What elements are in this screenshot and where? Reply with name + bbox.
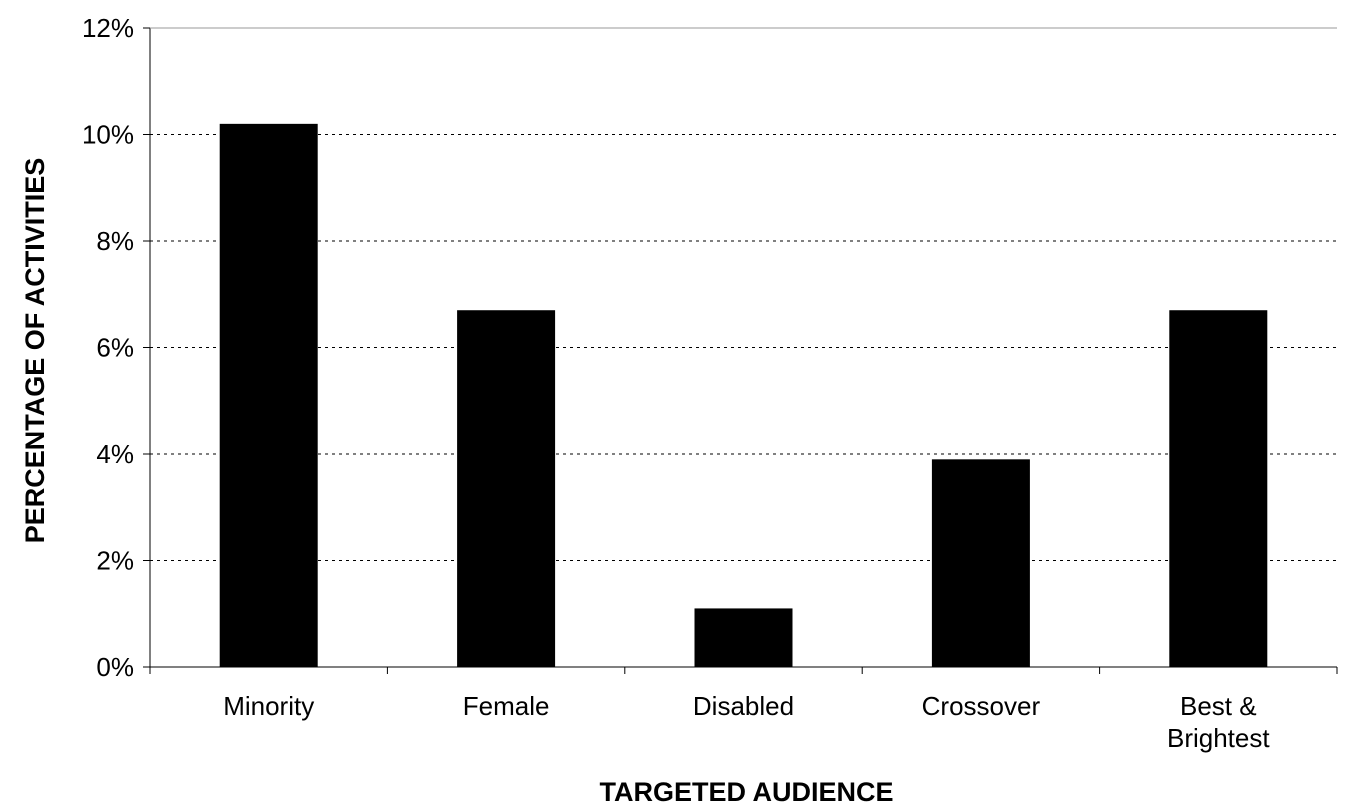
gridlines xyxy=(150,134,1337,561)
y-tick-label: 4% xyxy=(96,439,134,469)
y-axis-title: PERCENTAGE OF ACTIVITIES xyxy=(20,158,50,544)
x-tick-label: Minority xyxy=(223,691,314,721)
x-tick-label: Female xyxy=(463,691,550,721)
bar-crossover xyxy=(931,459,1030,667)
y-tick-label: 12% xyxy=(82,13,134,43)
y-tick-label: 0% xyxy=(96,652,134,682)
bar-best-brightest xyxy=(1169,310,1268,667)
x-axis-title: TARGETED AUDIENCE xyxy=(599,777,893,807)
y-tick-label: 6% xyxy=(96,333,134,363)
x-axis-ticks: Minority Female Disabled Crossover Best & Bri… xyxy=(149,667,1338,753)
bar-female xyxy=(457,310,556,667)
y-tick-label: 2% xyxy=(96,546,134,576)
y-axis-ticks: 0% 2% 4% 6% 8% 10% 12% xyxy=(82,13,150,682)
x-tick-label: Best & Brightest xyxy=(1167,691,1270,753)
y-tick-label: 10% xyxy=(82,120,134,150)
bar-disabled xyxy=(694,608,793,667)
y-tick-label: 8% xyxy=(96,226,134,256)
bar-minority xyxy=(219,123,318,668)
x-tick-label: Disabled xyxy=(693,691,794,721)
x-tick-label: Crossover xyxy=(922,691,1041,721)
bars xyxy=(219,123,1268,668)
